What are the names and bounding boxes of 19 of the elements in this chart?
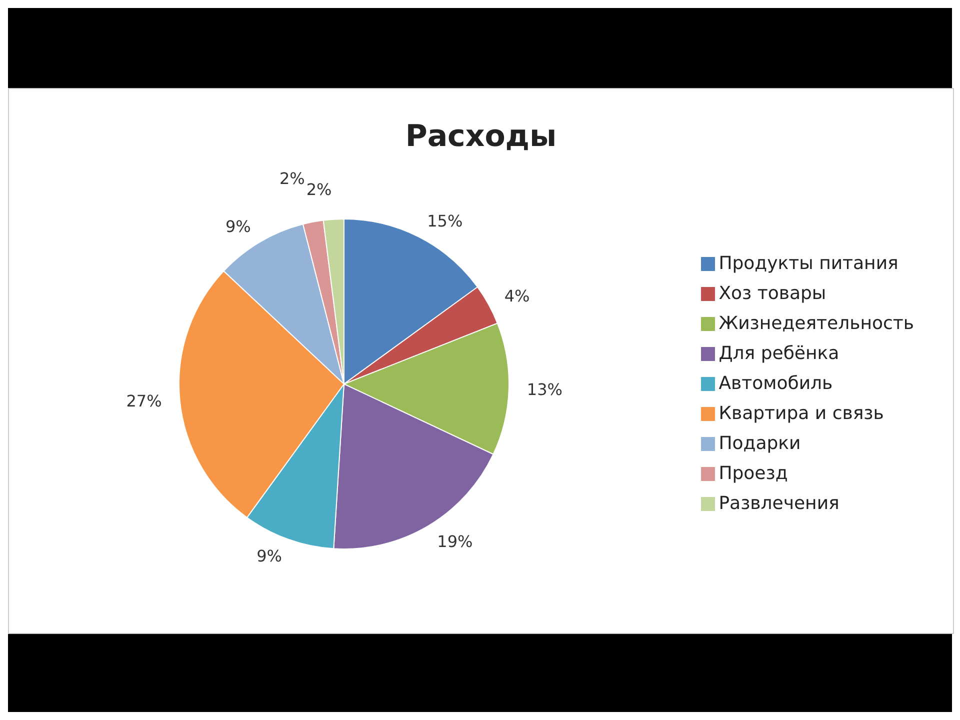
data-label: 9% [225, 216, 251, 236]
legend-label: Для ребёнка [718, 343, 840, 364]
data-label: 15% [427, 211, 463, 230]
data-label: 4% [504, 286, 530, 306]
chart-title: Расходы [404, 119, 558, 154]
data-label: 9% [256, 546, 282, 566]
legend-label: Жизнедеятельность [718, 313, 914, 334]
data-label: 19% [437, 532, 473, 552]
data-label: 13% [526, 380, 562, 400]
legend-label: Развлечения [718, 493, 840, 514]
legend-label: Подарки [718, 433, 801, 454]
legend-label: Квартира и связь [718, 403, 884, 424]
legend-label: Хоз товары [718, 283, 826, 304]
legend-label: Автомобиль [718, 373, 833, 394]
legend-label: Проезд [718, 463, 788, 484]
legend-label: Продукты питания [718, 253, 898, 274]
data-label: 2% [279, 169, 305, 188]
data-label: 2% [306, 180, 332, 199]
data-label: 27% [126, 392, 162, 411]
